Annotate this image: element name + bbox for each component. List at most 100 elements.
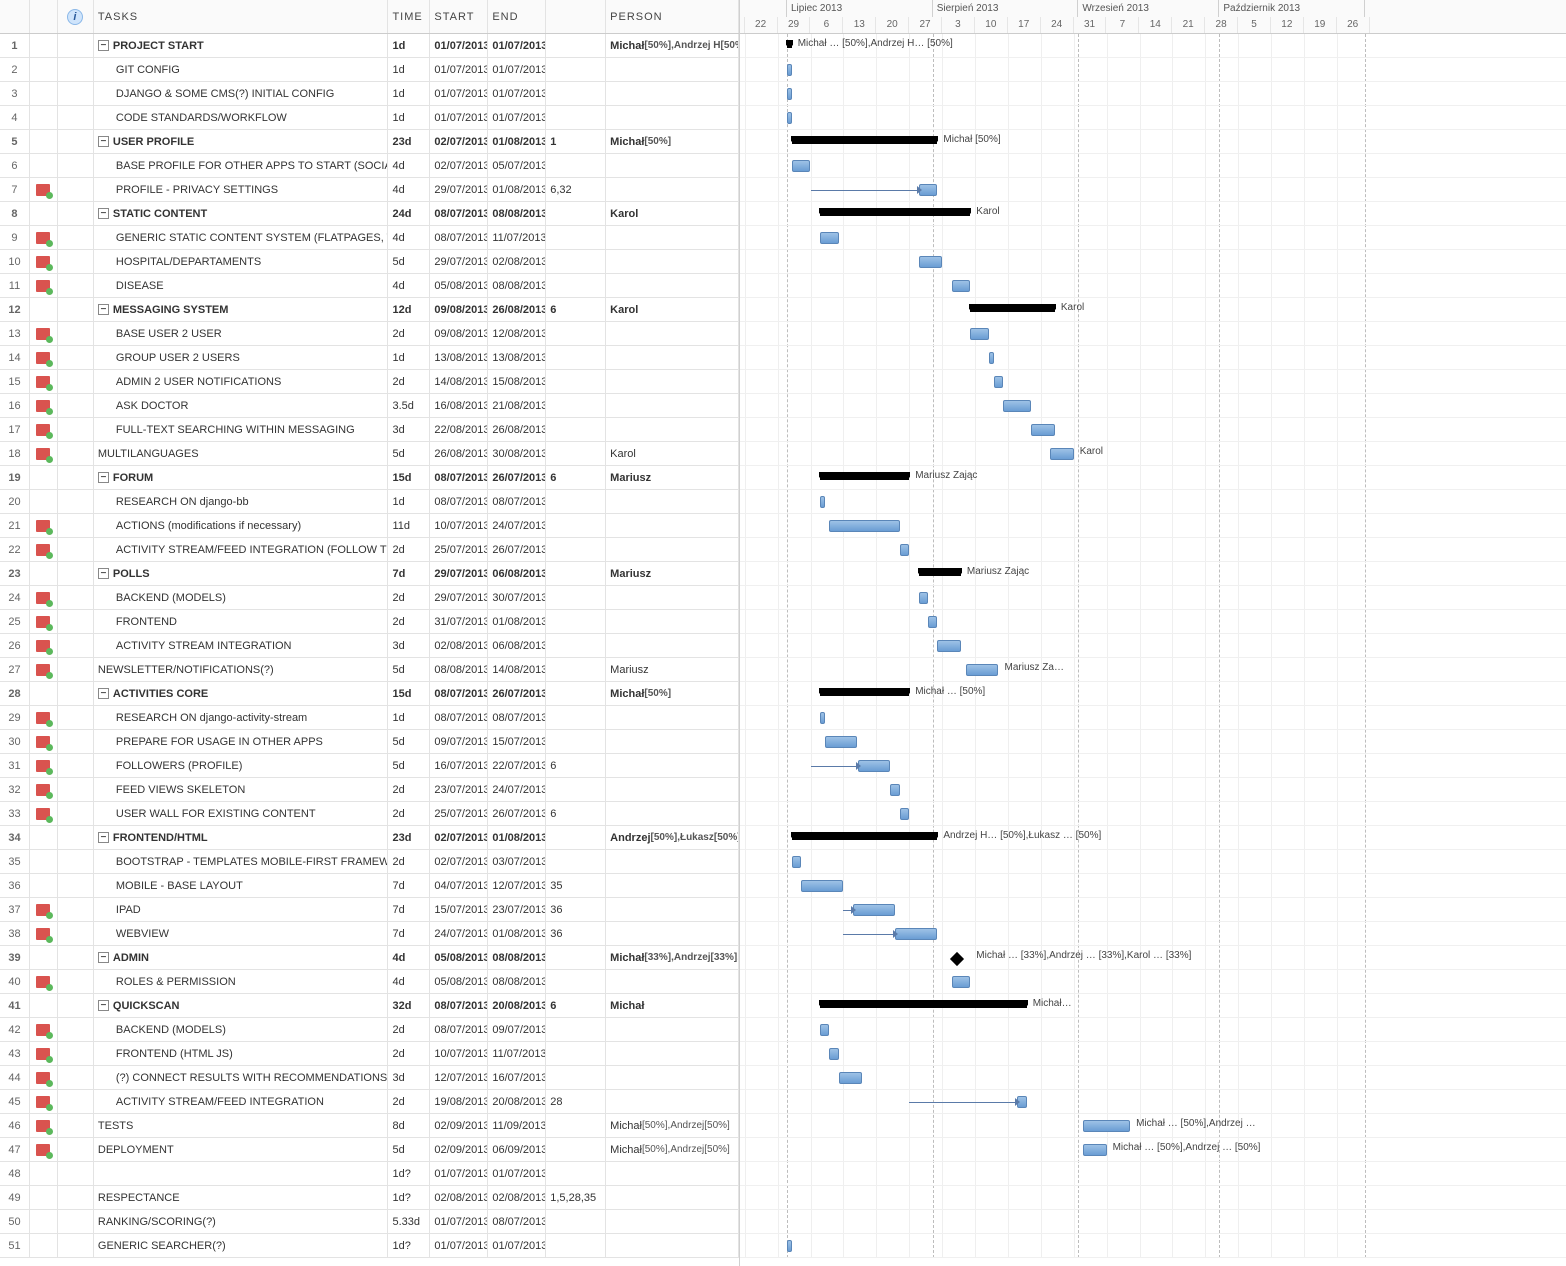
- summary-bar[interactable]: [792, 136, 938, 144]
- table-row[interactable]: 25FRONTEND2d31/07/201301/08/2013: [0, 610, 739, 634]
- task-pred[interactable]: [546, 1162, 606, 1185]
- task-time[interactable]: 15d: [388, 682, 430, 705]
- task-person[interactable]: [606, 706, 739, 729]
- task-end[interactable]: 16/07/2013: [488, 1066, 546, 1089]
- task-end[interactable]: 01/08/2013: [488, 826, 546, 849]
- task-start[interactable]: 02/07/2013: [430, 130, 488, 153]
- task-start[interactable]: 09/08/2013: [430, 298, 488, 321]
- task-bar[interactable]: [994, 376, 1003, 388]
- task-pred[interactable]: [546, 730, 606, 753]
- gantt-row[interactable]: [740, 874, 1566, 898]
- task-end[interactable]: 08/08/2013: [488, 274, 546, 297]
- task-end[interactable]: 26/07/2013: [488, 682, 546, 705]
- task-time[interactable]: 3d: [388, 1066, 430, 1089]
- task-pred[interactable]: [546, 58, 606, 81]
- gantt-row[interactable]: [740, 418, 1566, 442]
- task-end[interactable]: 01/08/2013: [488, 610, 546, 633]
- task-bar[interactable]: [952, 976, 971, 988]
- task-person[interactable]: [606, 226, 739, 249]
- task-pred[interactable]: 28: [546, 1090, 606, 1113]
- gantt-row[interactable]: [740, 1210, 1566, 1234]
- task-end[interactable]: 02/08/2013: [488, 250, 546, 273]
- task-person[interactable]: [606, 490, 739, 513]
- task-person[interactable]: [606, 1018, 739, 1041]
- task-pred[interactable]: [546, 1066, 606, 1089]
- table-row[interactable]: 50RANKING/SCORING(?)5.33d01/07/201308/07…: [0, 1210, 739, 1234]
- gantt-row[interactable]: [740, 610, 1566, 634]
- task-pred[interactable]: [546, 1018, 606, 1041]
- task-start[interactable]: 01/07/2013: [430, 58, 488, 81]
- milestone[interactable]: [949, 952, 963, 966]
- table-row[interactable]: 36MOBILE - BASE LAYOUT7d04/07/201312/07/…: [0, 874, 739, 898]
- task-end[interactable]: 26/07/2013: [488, 466, 546, 489]
- table-row[interactable]: 24BACKEND (MODELS)2d29/07/201330/07/2013: [0, 586, 739, 610]
- table-row[interactable]: 34−FRONTEND/HTML23d02/07/201301/08/2013A…: [0, 826, 739, 850]
- table-row[interactable]: 44(?) CONNECT RESULTS WITH RECOMMENDATIO…: [0, 1066, 739, 1090]
- task-start[interactable]: 25/07/2013: [430, 538, 488, 561]
- task-pred[interactable]: [546, 1114, 606, 1137]
- table-row[interactable]: 4CODE STANDARDS/WORKFLOW1d01/07/201301/0…: [0, 106, 739, 130]
- task-end[interactable]: 21/08/2013: [488, 394, 546, 417]
- task-time[interactable]: 5d: [388, 1138, 430, 1161]
- summary-bar[interactable]: [787, 40, 792, 48]
- task-time[interactable]: 23d: [388, 130, 430, 153]
- task-start[interactable]: 13/08/2013: [430, 346, 488, 369]
- task-start[interactable]: 25/07/2013: [430, 802, 488, 825]
- gantt-row[interactable]: Michał [50%]: [740, 130, 1566, 154]
- table-row[interactable]: 39−ADMIN4d05/08/201308/08/2013Michał [33…: [0, 946, 739, 970]
- task-pred[interactable]: [546, 34, 606, 57]
- task-name[interactable]: FULL-TEXT SEARCHING WITHIN MESSAGING: [94, 418, 389, 441]
- gantt-row[interactable]: [740, 898, 1566, 922]
- col-icon-header[interactable]: [30, 0, 58, 33]
- task-start[interactable]: 08/07/2013: [430, 202, 488, 225]
- task-pred[interactable]: [546, 1210, 606, 1233]
- task-start[interactable]: 02/07/2013: [430, 826, 488, 849]
- table-row[interactable]: 40ROLES & PERMISSION4d05/08/201308/08/20…: [0, 970, 739, 994]
- task-name[interactable]: FEED VIEWS SKELETON: [94, 778, 389, 801]
- task-name[interactable]: GROUP USER 2 USERS: [94, 346, 389, 369]
- task-name[interactable]: MULTILANGUAGES: [94, 442, 389, 465]
- task-end[interactable]: 08/07/2013: [488, 706, 546, 729]
- col-start-header[interactable]: START: [430, 0, 488, 33]
- gantt-row[interactable]: [740, 322, 1566, 346]
- task-time[interactable]: 1d: [388, 490, 430, 513]
- gantt-row[interactable]: [740, 754, 1566, 778]
- task-pred[interactable]: 35: [546, 874, 606, 897]
- task-person[interactable]: [606, 58, 739, 81]
- task-person[interactable]: [606, 154, 739, 177]
- task-time[interactable]: 7d: [388, 922, 430, 945]
- task-start[interactable]: 12/07/2013: [430, 1066, 488, 1089]
- task-end[interactable]: 01/08/2013: [488, 922, 546, 945]
- task-name[interactable]: CODE STANDARDS/WORKFLOW: [94, 106, 389, 129]
- task-time[interactable]: 7d: [388, 874, 430, 897]
- task-name[interactable]: WEBVIEW: [94, 922, 389, 945]
- task-bar[interactable]: [792, 856, 801, 868]
- task-name[interactable]: −ACTIVITIES CORE: [94, 682, 389, 705]
- task-end[interactable]: 24/07/2013: [488, 514, 546, 537]
- task-start[interactable]: 02/07/2013: [430, 154, 488, 177]
- task-bar[interactable]: [1031, 424, 1055, 436]
- task-bar[interactable]: [801, 880, 843, 892]
- task-start[interactable]: 02/09/2013: [430, 1138, 488, 1161]
- task-name[interactable]: [94, 1162, 389, 1185]
- task-time[interactable]: 1d: [388, 706, 430, 729]
- gantt-row[interactable]: [740, 514, 1566, 538]
- task-person[interactable]: Karol: [606, 298, 739, 321]
- task-person[interactable]: [606, 778, 739, 801]
- task-end[interactable]: 26/07/2013: [488, 802, 546, 825]
- task-end[interactable]: 06/08/2013: [488, 634, 546, 657]
- task-name[interactable]: FRONTEND (HTML JS): [94, 1042, 389, 1065]
- task-person[interactable]: [606, 850, 739, 873]
- task-bar[interactable]: [1083, 1120, 1130, 1132]
- task-person[interactable]: [606, 394, 739, 417]
- table-row[interactable]: 41−QUICKSCAN32d08/07/201320/08/20136Mich…: [0, 994, 739, 1018]
- table-row[interactable]: 22ACTIVITY STREAM/FEED INTEGRATION (FOLL…: [0, 538, 739, 562]
- gantt-body[interactable]: Michał … [50%],Andrzej H… [50%]Michał [5…: [740, 34, 1566, 1258]
- gantt-row[interactable]: [740, 1162, 1566, 1186]
- gantt-row[interactable]: Michał…: [740, 994, 1566, 1018]
- gantt-chart[interactable]: Czerwiec 2013Lipiec 2013Sierpień 2013Wrz…: [740, 0, 1566, 1266]
- task-time[interactable]: 5d: [388, 730, 430, 753]
- table-row[interactable]: 7PROFILE - PRIVACY SETTINGS4d29/07/20130…: [0, 178, 739, 202]
- task-person[interactable]: [606, 514, 739, 537]
- task-name[interactable]: ACTIVITY STREAM/FEED INTEGRATION (FOLLOW…: [94, 538, 389, 561]
